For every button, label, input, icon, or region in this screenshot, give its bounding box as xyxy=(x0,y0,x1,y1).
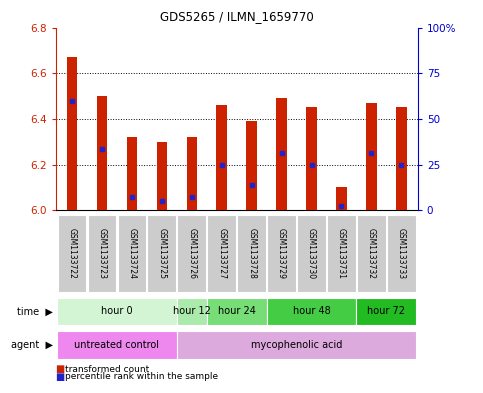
FancyBboxPatch shape xyxy=(237,215,266,292)
FancyBboxPatch shape xyxy=(356,298,416,325)
FancyBboxPatch shape xyxy=(297,215,326,292)
Bar xyxy=(306,107,317,210)
Text: percentile rank within the sample: percentile rank within the sample xyxy=(65,373,218,381)
FancyBboxPatch shape xyxy=(57,298,177,325)
Text: hour 0: hour 0 xyxy=(101,307,133,316)
Text: untreated control: untreated control xyxy=(74,340,159,350)
FancyBboxPatch shape xyxy=(57,331,177,359)
Bar xyxy=(186,137,197,210)
Text: GSM1133724: GSM1133724 xyxy=(128,228,136,279)
Text: hour 24: hour 24 xyxy=(218,307,256,316)
FancyBboxPatch shape xyxy=(267,298,356,325)
FancyBboxPatch shape xyxy=(147,215,176,292)
FancyBboxPatch shape xyxy=(267,215,296,292)
FancyBboxPatch shape xyxy=(57,215,86,292)
Text: GDS5265 / ILMN_1659770: GDS5265 / ILMN_1659770 xyxy=(160,10,313,23)
Text: ■: ■ xyxy=(56,364,65,375)
Text: transformed count: transformed count xyxy=(65,365,149,374)
Text: GSM1133728: GSM1133728 xyxy=(247,228,256,279)
FancyBboxPatch shape xyxy=(327,215,356,292)
Bar xyxy=(127,137,137,210)
Bar xyxy=(246,121,257,210)
Text: GSM1133729: GSM1133729 xyxy=(277,228,286,279)
FancyBboxPatch shape xyxy=(357,215,386,292)
FancyBboxPatch shape xyxy=(177,298,207,325)
Text: time  ▶: time ▶ xyxy=(17,307,53,316)
FancyBboxPatch shape xyxy=(207,215,236,292)
Text: GSM1133733: GSM1133733 xyxy=(397,228,406,279)
Bar xyxy=(276,98,287,210)
FancyBboxPatch shape xyxy=(177,331,416,359)
FancyBboxPatch shape xyxy=(387,215,416,292)
Text: agent  ▶: agent ▶ xyxy=(11,340,53,350)
FancyBboxPatch shape xyxy=(87,215,116,292)
Text: mycophenolic acid: mycophenolic acid xyxy=(251,340,342,350)
Bar xyxy=(336,187,347,210)
Bar xyxy=(97,96,107,210)
Bar xyxy=(156,142,167,210)
Bar xyxy=(366,103,377,210)
Text: GSM1133732: GSM1133732 xyxy=(367,228,376,279)
Text: hour 72: hour 72 xyxy=(368,307,405,316)
Bar xyxy=(216,105,227,210)
Text: ■: ■ xyxy=(56,372,65,382)
Text: GSM1133730: GSM1133730 xyxy=(307,228,316,279)
Bar xyxy=(67,57,77,210)
Text: GSM1133725: GSM1133725 xyxy=(157,228,166,279)
Text: GSM1133731: GSM1133731 xyxy=(337,228,346,279)
Text: GSM1133723: GSM1133723 xyxy=(98,228,106,279)
Text: hour 12: hour 12 xyxy=(173,307,211,316)
FancyBboxPatch shape xyxy=(177,215,206,292)
FancyBboxPatch shape xyxy=(117,215,146,292)
FancyBboxPatch shape xyxy=(207,298,267,325)
Bar xyxy=(396,107,407,210)
Text: GSM1133726: GSM1133726 xyxy=(187,228,196,279)
Text: GSM1133722: GSM1133722 xyxy=(68,228,76,279)
Text: hour 48: hour 48 xyxy=(293,307,330,316)
Text: GSM1133727: GSM1133727 xyxy=(217,228,226,279)
